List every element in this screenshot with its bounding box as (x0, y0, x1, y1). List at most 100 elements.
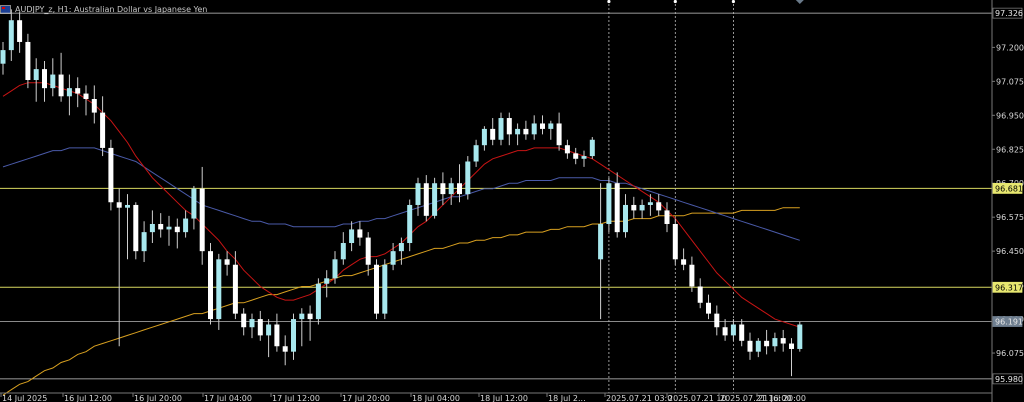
candle-bear (274, 324, 280, 347)
candle-bear (232, 264, 238, 314)
candle-bear (457, 183, 462, 195)
candle-bull (407, 204, 413, 244)
candle-bull (589, 139, 595, 157)
price-tick-label: 96.075 (996, 349, 1024, 358)
time-axis[interactable]: 14 Jul 2025 16 Jul 12:00 16 Jul 20:00 17 Ju… (0, 392, 992, 402)
candle-bear (241, 313, 247, 328)
candle-bear (656, 202, 662, 211)
candle-bear (614, 183, 620, 233)
time-tick-label: 2025.07.21 16:00 (720, 394, 791, 402)
candle-bear (564, 145, 570, 154)
candle-bull (249, 319, 255, 328)
candle-bull (531, 123, 537, 135)
vertical-marker-dot (607, 0, 611, 4)
candle-bull (382, 264, 388, 314)
price-tag-label: 96.191 (995, 318, 1023, 327)
candle-bull (191, 188, 197, 219)
candle-bull (498, 118, 504, 140)
ma-orange-line (2, 207, 800, 396)
candle-bull (266, 324, 272, 336)
candle-bull (581, 156, 587, 159)
candle-bear (764, 340, 770, 347)
candle-bull (340, 243, 346, 260)
candle-bear (556, 123, 562, 146)
candle-bull (606, 183, 612, 224)
candle-bull (125, 204, 130, 208)
price-tag (992, 316, 1023, 327)
candle-bear (697, 286, 703, 303)
candle-bear (208, 251, 213, 320)
candle-bear (747, 340, 753, 352)
candle-bear (100, 112, 106, 148)
price-tick-label: 97.075 (996, 77, 1024, 86)
time-tick-label: 16 Jul 12:00 (64, 394, 112, 402)
time-tick-label: 2025.07.21 03:0 (606, 394, 672, 402)
ma-blue-line (2, 147, 800, 241)
candle-bear (91, 99, 97, 113)
price-tag-label: 97.326 (995, 9, 1023, 18)
price-tick-label: 96.450 (996, 247, 1024, 256)
price-tag-label: 96.317 (995, 283, 1023, 292)
candle-bear (257, 319, 263, 336)
price-tag (992, 281, 1023, 293)
candle-bull (216, 259, 222, 320)
candle-bull (324, 278, 330, 284)
symbol-title: AUDJPY_z, H1: Australian Dollar vs Japan… (15, 4, 208, 14)
candle-bear (664, 210, 670, 224)
candle-bull (598, 223, 604, 260)
vertical-marker-dot (673, 0, 677, 4)
time-tick-label: 16 Jul 20:00 (134, 394, 182, 402)
candle-bear (689, 264, 695, 287)
candle-bear (282, 346, 288, 352)
candle-bear (573, 153, 579, 159)
candle-bull (481, 128, 487, 146)
candle-bull (415, 183, 421, 205)
candle-bear (681, 259, 687, 265)
time-tick-label: 21 Jul 20:00 (758, 394, 806, 402)
candle-bear (58, 74, 64, 97)
candle-bull (473, 145, 479, 162)
price-tag (992, 182, 1023, 194)
candle-bear (42, 69, 47, 89)
price-tick-label: 96.825 (996, 145, 1024, 154)
candle-bear (158, 223, 164, 230)
candle-bull (291, 319, 296, 352)
candle-bull (730, 324, 736, 336)
candle-bull (299, 313, 305, 320)
candles (0, 9, 803, 377)
candle-bull (623, 204, 628, 233)
candle-bear (540, 123, 545, 129)
candle-bull (548, 123, 554, 129)
candle-bear (739, 324, 745, 341)
candle-bear (374, 264, 379, 314)
candle-bull (639, 204, 645, 211)
candle-bear (116, 202, 122, 208)
candle-bear (365, 237, 371, 265)
price-tick-label: 96.575 (996, 213, 1024, 222)
candle-bull (797, 324, 803, 349)
candle-bull (166, 226, 172, 230)
price-tick-label: 96.950 (996, 111, 1024, 120)
candle-bull (515, 128, 521, 135)
chart-shift-marker (795, 0, 804, 4)
candle-bull (33, 69, 39, 80)
price-tick-label: 97.200 (996, 43, 1024, 52)
candle-bull (772, 338, 778, 347)
price-axis[interactable]: 97.20097.07596.95096.82596.70096.57596.4… (991, 0, 1024, 402)
time-tick-label: 2025.07.21 10 (668, 394, 727, 402)
candle-bull (183, 218, 189, 233)
candle-bull (315, 283, 321, 320)
candle-bear (199, 188, 205, 252)
candle-bull (332, 259, 338, 279)
candle-bear (523, 128, 529, 135)
candle-bull (398, 243, 404, 252)
candle-bull (50, 74, 56, 89)
candle-bull (66, 88, 72, 97)
price-tag-label: 95.980 (995, 375, 1023, 384)
candle-bear (25, 41, 31, 80)
time-tick-label: 17 Jul 12:00 (272, 394, 320, 402)
candle-bear (307, 313, 313, 320)
candle-bull (8, 20, 14, 51)
time-tick-label: 18 Jul 12:00 (480, 394, 528, 402)
